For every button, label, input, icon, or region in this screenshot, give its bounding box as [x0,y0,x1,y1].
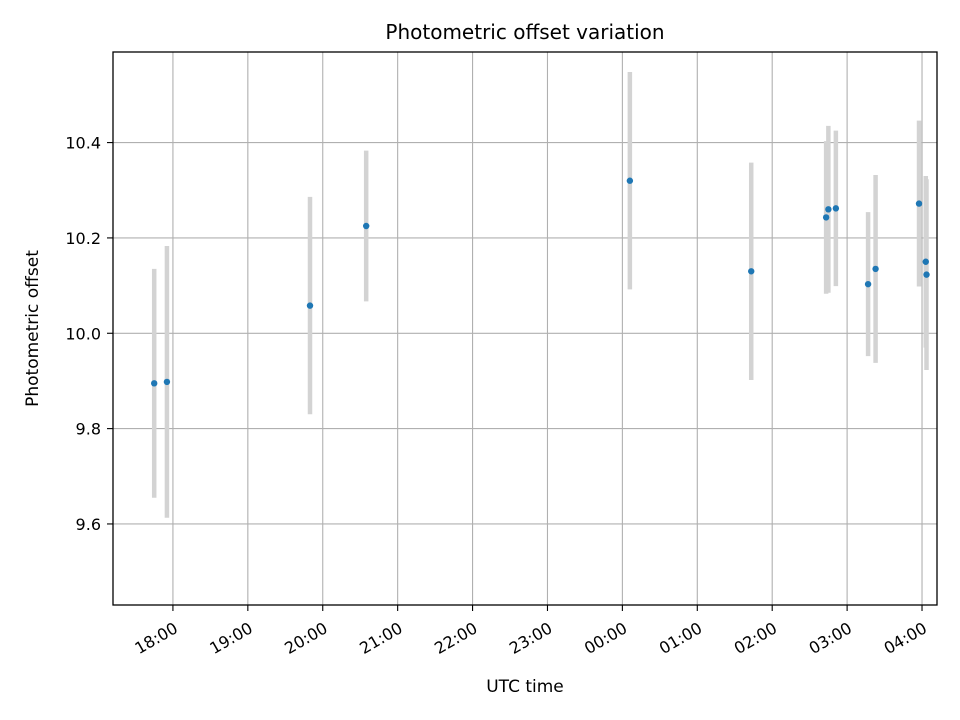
data-point [832,205,840,212]
error-bars [151,72,929,518]
x-axis-label: UTC time [486,677,564,697]
data-point [822,214,830,221]
y-tick-label: 10.4 [65,134,101,153]
data-point [923,271,930,278]
x-tick-label: 23:00 [506,618,555,658]
data-point [825,206,832,213]
x-tick-label: 03:00 [806,618,855,658]
data-point [915,200,923,207]
chart-title: Photometric offset variation [385,20,664,44]
data-point [362,222,370,230]
x-tick-label: 01:00 [656,618,705,658]
y-tick-label: 9.8 [76,420,101,439]
grid [113,52,937,605]
x-tick-label: 22:00 [431,618,480,658]
x-tick-label: 18:00 [131,618,180,658]
y-axis-label: Photometric offset [23,250,43,407]
data-point [864,280,872,288]
x-tick-label: 20:00 [281,618,330,658]
x-tick-label: 00:00 [581,618,630,658]
y-tick-label: 10.0 [65,324,101,343]
x-tick-label: 21:00 [356,618,405,658]
data-point [922,258,929,265]
y-tick-label: 10.2 [65,229,101,248]
data-point [163,378,171,386]
data-point [626,177,634,184]
x-tick-label: 02:00 [731,618,780,658]
data-point [306,302,314,309]
data-point [872,265,879,273]
data-point [151,380,158,387]
x-tick-label: 19:00 [206,618,255,658]
data-point [748,268,755,275]
x-tick-label: 04:00 [881,618,930,658]
data-points [151,177,930,387]
axis-ticks: 18:00 19:00 20:00 21:00 22:00 23:00 00:00 01:00… [65,134,930,658]
y-tick-label: 9.6 [76,515,101,534]
plot-frame [112,51,938,606]
